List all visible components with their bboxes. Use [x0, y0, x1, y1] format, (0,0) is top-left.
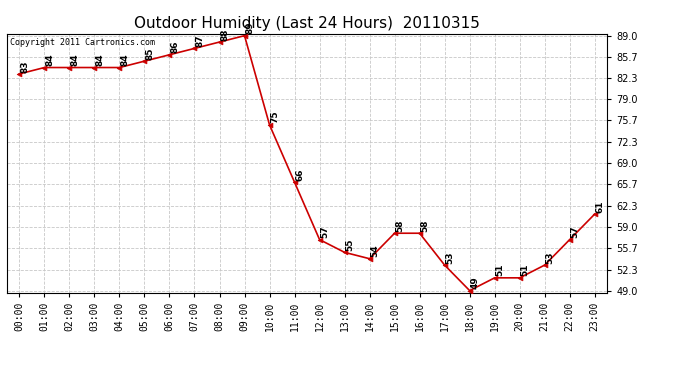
Text: 83: 83	[21, 60, 30, 72]
Text: 86: 86	[170, 41, 179, 53]
Text: 88: 88	[221, 28, 230, 40]
Text: 61: 61	[595, 200, 604, 213]
Text: 87: 87	[195, 34, 204, 47]
Text: 55: 55	[346, 238, 355, 251]
Text: Copyright 2011 Cartronics.com: Copyright 2011 Cartronics.com	[10, 38, 155, 46]
Text: 75: 75	[270, 111, 279, 123]
Text: 84: 84	[95, 54, 104, 66]
Text: 57: 57	[571, 226, 580, 238]
Text: 66: 66	[295, 168, 304, 181]
Text: 54: 54	[371, 245, 380, 257]
Text: 58: 58	[395, 219, 404, 232]
Text: 49: 49	[471, 276, 480, 289]
Text: 85: 85	[146, 47, 155, 60]
Text: 53: 53	[546, 251, 555, 264]
Text: 53: 53	[446, 251, 455, 264]
Text: 89: 89	[246, 22, 255, 34]
Title: Outdoor Humidity (Last 24 Hours)  20110315: Outdoor Humidity (Last 24 Hours) 2011031…	[134, 16, 480, 31]
Text: 84: 84	[46, 54, 55, 66]
Text: 84: 84	[121, 54, 130, 66]
Text: 58: 58	[421, 219, 430, 232]
Text: 57: 57	[321, 226, 330, 238]
Text: 84: 84	[70, 54, 79, 66]
Text: 51: 51	[521, 264, 530, 276]
Text: 51: 51	[495, 264, 504, 276]
